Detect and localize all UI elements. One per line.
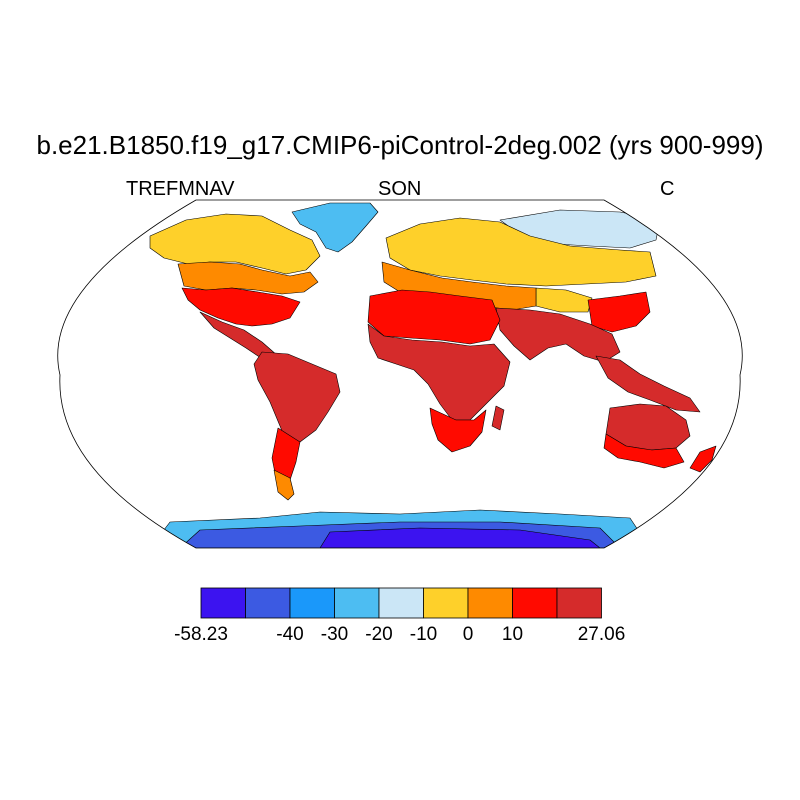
eurasia-north [385,217,657,287]
colorbar-box [200,587,246,619]
colorbar-box [467,587,513,619]
north-america-warm [181,287,301,327]
southern-africa [429,407,487,453]
colorbar-label: -30 [321,624,348,645]
colorbar-label: -58.23 [174,624,228,645]
colorbar-label: -40 [276,624,303,645]
season-label: SON [378,178,422,200]
colorbar-box [378,587,424,619]
madagascar [491,405,505,431]
variable-label: TREFMNAV [126,178,235,200]
map-border [57,199,743,549]
colorbar-box [289,587,335,619]
colorbar-box [245,587,291,619]
map-title: b.e21.B1850.f19_g17.CMIP6-piControl-2deg… [36,130,764,160]
colorbar-box [334,587,380,619]
units-label: C [660,178,675,200]
new-zealand [689,445,717,473]
colorbar-label: -20 [365,624,392,645]
central-africa [367,323,511,421]
antarctica-plateau [319,527,601,548]
colorbar-label: 27.06 [578,624,626,645]
greenland-region [291,202,379,253]
australia-south [603,433,685,469]
south-asia [495,307,621,363]
patagonia [273,469,295,501]
colorbar-label: 10 [502,624,523,645]
colorbar-label: -10 [410,624,437,645]
colorbar-box [556,587,602,619]
colorbar-box [512,587,558,619]
colorbar-box [423,587,469,619]
southeast-asia [595,355,701,413]
north-america-cold [149,213,321,275]
colorbar-label: 0 [463,624,474,645]
south-america-warm [253,351,341,447]
